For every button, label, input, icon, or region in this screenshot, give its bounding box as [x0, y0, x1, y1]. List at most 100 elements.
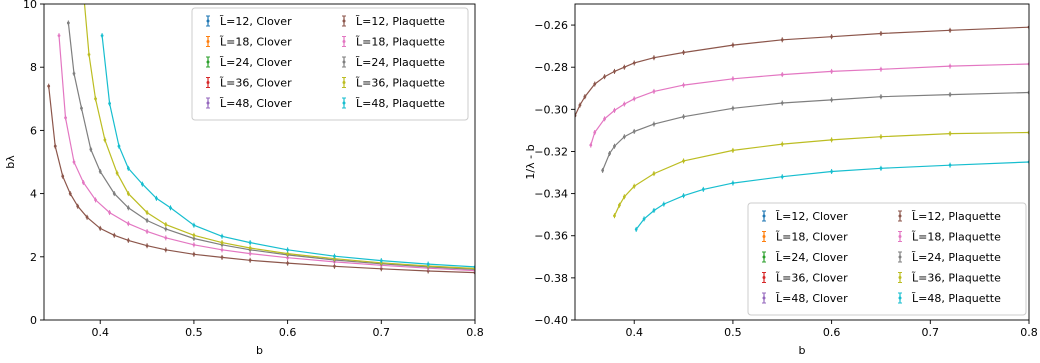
data-point	[652, 122, 656, 126]
y-tick-label: −0.26	[534, 19, 568, 32]
data-point	[333, 254, 336, 258]
data-point	[608, 152, 611, 155]
legend-label: L̃=36, Plaquette	[911, 271, 1001, 284]
y-tick-label: 4	[30, 188, 37, 201]
data-point	[662, 202, 666, 206]
x-axis-label: b	[799, 344, 806, 357]
legend-marker-dot	[342, 101, 346, 105]
data-point	[126, 206, 130, 210]
data-point	[780, 142, 784, 146]
data-point	[333, 257, 336, 261]
legend-label: L̃=18, Clover	[219, 35, 292, 48]
data-point	[286, 261, 290, 265]
y-tick-label: −0.28	[534, 61, 568, 74]
y-axis-label: 1/λ - b	[524, 144, 537, 179]
data-point	[115, 171, 119, 175]
legend-marker-dot	[342, 40, 346, 43]
legend-marker-dot	[342, 60, 346, 64]
legend-box	[747, 202, 1027, 316]
legend-label: L̃=12, Plaquette	[355, 15, 445, 28]
data-point	[682, 83, 685, 87]
data-point	[780, 101, 784, 105]
data-point	[830, 35, 834, 39]
series-line	[635, 161, 1029, 230]
data-point	[830, 170, 834, 173]
data-point	[155, 196, 158, 200]
data-point	[603, 75, 607, 79]
data-point	[622, 135, 626, 139]
y-tick-label: −0.38	[534, 272, 568, 285]
x-tick-label: 0.8	[466, 326, 484, 339]
legend-marker-dot	[342, 19, 346, 23]
data-point	[682, 159, 685, 163]
data-point	[879, 135, 883, 139]
data-point	[286, 256, 290, 260]
data-layer	[47, 4, 475, 276]
legend-label: L̃=24, Plaquette	[355, 56, 445, 69]
data-point	[286, 248, 290, 252]
legend-label: L̃=18, Clover	[775, 230, 848, 243]
data-point	[731, 77, 735, 81]
data-point	[81, 181, 85, 184]
x-tick-label: 0.7	[373, 326, 391, 339]
data-point	[126, 166, 130, 170]
data-point	[61, 174, 65, 178]
x-tick-label: 0.7	[922, 326, 940, 339]
data-point	[164, 227, 168, 231]
data-point	[379, 267, 383, 271]
data-point	[140, 182, 144, 186]
y-tick-label: 8	[30, 61, 37, 74]
data-point	[879, 32, 883, 35]
data-point	[164, 236, 168, 240]
data-point	[613, 108, 616, 112]
data-point	[652, 56, 656, 60]
data-point	[948, 28, 952, 32]
data-point	[632, 61, 636, 65]
x-tick-label: 0.6	[279, 326, 297, 339]
data-point	[879, 166, 883, 170]
legend-marker-dot	[762, 296, 766, 300]
data-point	[731, 181, 735, 185]
data-point	[80, 106, 83, 110]
legend-label: L̃=18, Plaquette	[911, 230, 1001, 243]
data-point	[98, 170, 102, 173]
series-line	[83, 4, 475, 270]
data-point	[780, 73, 784, 76]
data-point	[220, 241, 224, 244]
data-point	[286, 252, 290, 256]
data-point	[192, 252, 196, 256]
data-point	[98, 226, 102, 230]
legend-label: L̃=48, Plaquette	[911, 292, 1001, 305]
data-point	[593, 82, 597, 86]
series-line	[613, 131, 1029, 216]
x-tick-label: 0.6	[823, 326, 841, 339]
data-point	[192, 233, 196, 237]
x-tick-label: 0.4	[625, 326, 643, 339]
axes-frame	[574, 3, 1030, 321]
data-point	[426, 269, 430, 273]
data-point	[731, 106, 735, 110]
data-point	[248, 246, 252, 250]
data-point	[634, 228, 638, 231]
data-point	[112, 233, 116, 237]
data-point	[642, 217, 646, 221]
data-point	[47, 84, 51, 88]
data-point	[948, 64, 952, 68]
x-axis-label: b	[256, 344, 263, 357]
legend-marker-dot	[898, 214, 902, 218]
legend-label: L̃=12, Clover	[775, 210, 848, 223]
data-point	[379, 259, 383, 262]
legend-marker-dot	[762, 235, 766, 238]
legend-marker-dot	[762, 214, 766, 218]
data-point	[613, 70, 616, 73]
axes-frame	[43, 3, 476, 321]
data-point	[248, 258, 252, 262]
data-point	[583, 95, 587, 99]
data-point	[682, 51, 685, 54]
legend-box	[191, 7, 469, 121]
legend-marker-dot	[898, 276, 902, 279]
legend-label: L̃=48, Clover	[219, 97, 292, 110]
data-point	[652, 172, 656, 175]
legend-label: L̃=36, Clover	[219, 76, 292, 89]
